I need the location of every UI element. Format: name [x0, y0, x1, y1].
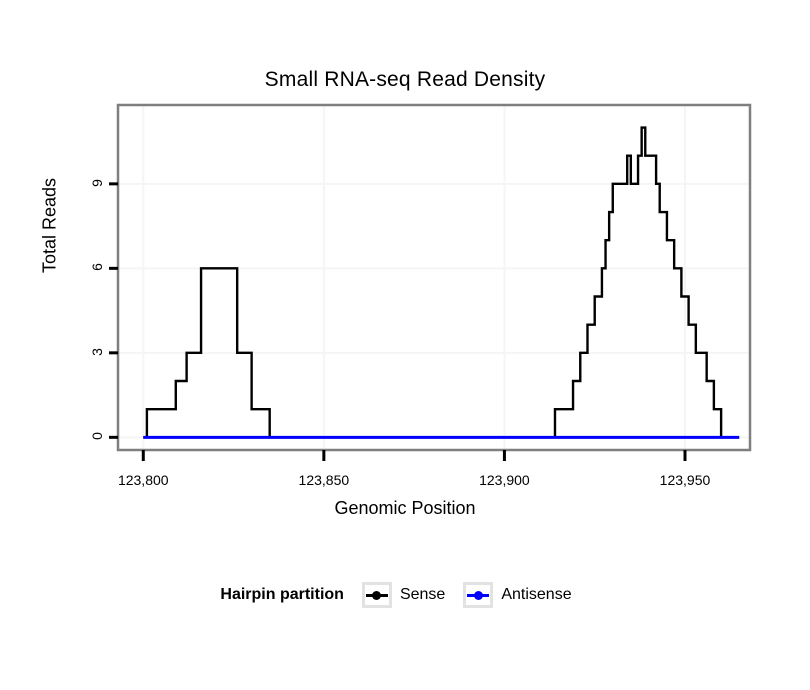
legend-label-antisense: Antisense	[501, 586, 572, 603]
legend-key-antisense	[463, 582, 494, 608]
chart-title: Small RNA-seq Read Density	[264, 68, 546, 91]
legend-item-antisense[interactable]: Antisense	[463, 582, 572, 608]
legend-item-sense[interactable]: Sense	[361, 582, 446, 608]
legend-key-sense	[361, 582, 392, 608]
chart-legend: Hairpin partition Sense Antisense	[0, 582, 810, 608]
x-tick-label: 123,900	[479, 472, 530, 488]
y-tick-label: 0	[89, 432, 105, 441]
legend-label-sense: Sense	[399, 586, 446, 603]
x-tick-label: 123,950	[659, 472, 711, 488]
y-axis-label: Total Reads	[39, 177, 60, 274]
y-tick-label: 9	[89, 178, 105, 187]
x-tick-label: 123,800	[117, 472, 169, 488]
y-tick-label: 6	[89, 263, 105, 272]
y-tick-label: 3	[89, 347, 105, 356]
legend-point-icon	[372, 590, 382, 600]
x-axis-label: Genomic Position	[334, 498, 476, 518]
legend-point-icon	[473, 590, 483, 600]
x-tick-label: 123,850	[298, 472, 350, 488]
legend-title: Hairpin partition	[220, 586, 344, 603]
